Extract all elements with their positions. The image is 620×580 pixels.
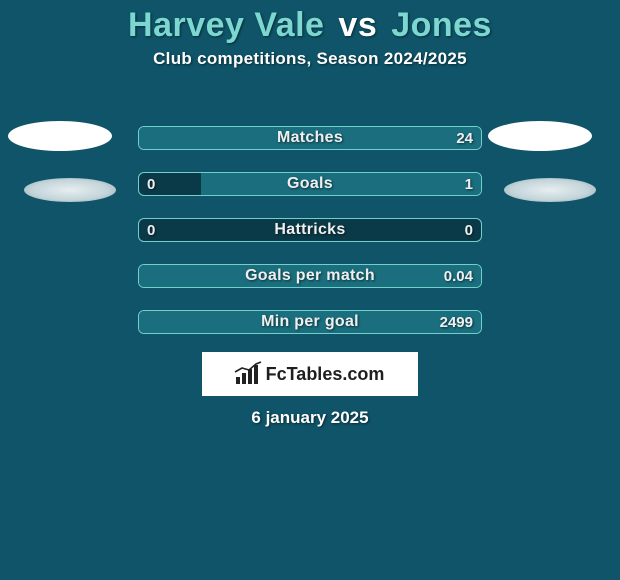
fctables-logo: FcTables.com xyxy=(202,352,418,396)
stat-label: Goals per match xyxy=(139,265,481,287)
stat-value-right: 0.04 xyxy=(436,265,481,287)
stat-value-right: 2499 xyxy=(432,311,481,333)
avatar-left-bottom xyxy=(24,178,116,202)
player2-name: Jones xyxy=(391,6,492,44)
stat-row: Goals per match0.04 xyxy=(138,264,482,288)
avatar-right-bottom xyxy=(504,178,596,202)
logo-text: FcTables.com xyxy=(266,364,385,385)
logo-chart-icon xyxy=(236,364,260,384)
stat-row: Matches24 xyxy=(138,126,482,150)
stat-bars: Matches24Goals01Hattricks00Goals per mat… xyxy=(138,126,482,356)
stat-value-left: 0 xyxy=(139,173,163,195)
stat-value-right: 1 xyxy=(457,173,481,195)
stat-row: Min per goal2499 xyxy=(138,310,482,334)
stat-row: Hattricks0 0 xyxy=(138,218,482,242)
date-label: 6 january 2025 xyxy=(0,408,620,428)
stat-label: Hattricks xyxy=(139,219,481,241)
stat-row: Goals0 1 xyxy=(138,172,482,196)
stat-value-right: 24 xyxy=(448,127,481,149)
subtitle: Club competitions, Season 2024/2025 xyxy=(0,49,620,69)
avatar-right-top xyxy=(488,121,592,151)
avatar-left-top xyxy=(8,121,112,151)
player1-name: Harvey Vale xyxy=(128,6,324,44)
stat-value-left: 0 xyxy=(139,219,163,241)
comparison-card: Harvey Vale vs Jones Club competitions, … xyxy=(0,0,620,580)
stat-label: Goals xyxy=(139,173,481,195)
vs-text: vs xyxy=(338,6,377,44)
stat-label: Matches xyxy=(139,127,481,149)
page-title: Harvey Vale vs Jones xyxy=(0,0,620,45)
stat-value-right: 0 xyxy=(457,219,481,241)
stat-label: Min per goal xyxy=(139,311,481,333)
